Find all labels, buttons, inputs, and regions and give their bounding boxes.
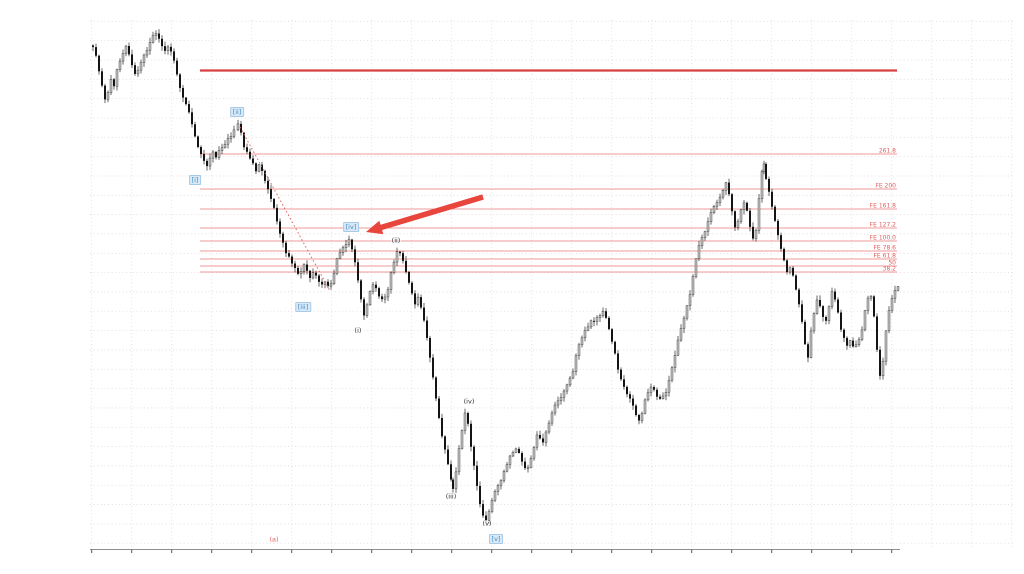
wave-label-iii[interactable]: [iii]	[295, 302, 311, 312]
wave-label-a[interactable]: (a)	[269, 535, 279, 544]
wave-label-i[interactable]: [i]	[189, 175, 201, 185]
fib-level-label[interactable]: 261.8	[879, 148, 896, 155]
wave-label-iii[interactable]: (iii)	[445, 492, 457, 501]
wave-label-ii[interactable]: (ii)	[391, 236, 401, 245]
fib-level-label[interactable]: FE 161.8	[870, 203, 897, 210]
wave-label-v[interactable]: [v]	[489, 534, 503, 544]
x-axis	[90, 549, 900, 553]
wave-label-iv[interactable]: [iv]	[343, 222, 359, 232]
wave-label-ii[interactable]: [ii]	[230, 107, 244, 117]
fib-level-label[interactable]: FE 100.0	[870, 235, 897, 242]
fib-level-label[interactable]: FE 61.8	[873, 253, 896, 260]
wave-label-iv[interactable]: (iv)	[463, 397, 475, 406]
grid-layer	[90, 20, 1014, 549]
annotation-arrow[interactable]	[366, 194, 484, 235]
fib-level-label[interactable]: 38.2	[883, 266, 897, 273]
wave-label-i[interactable]: (i)	[354, 326, 362, 335]
fib-level-label[interactable]: FE 78.6	[873, 245, 896, 252]
wave-label-v[interactable]: (v)	[482, 519, 492, 528]
fibonacci-levels[interactable]: 261.8 FE 200 FE 161.8 FE 127.2 FE 100.0 FE 78…	[200, 69, 897, 273]
candlestick-series	[92, 29, 900, 524]
fib-level-label[interactable]: 50	[888, 260, 896, 267]
fib-level-label[interactable]: FE 127.2	[870, 222, 897, 229]
fib-level-label[interactable]: FE 200	[875, 183, 896, 190]
